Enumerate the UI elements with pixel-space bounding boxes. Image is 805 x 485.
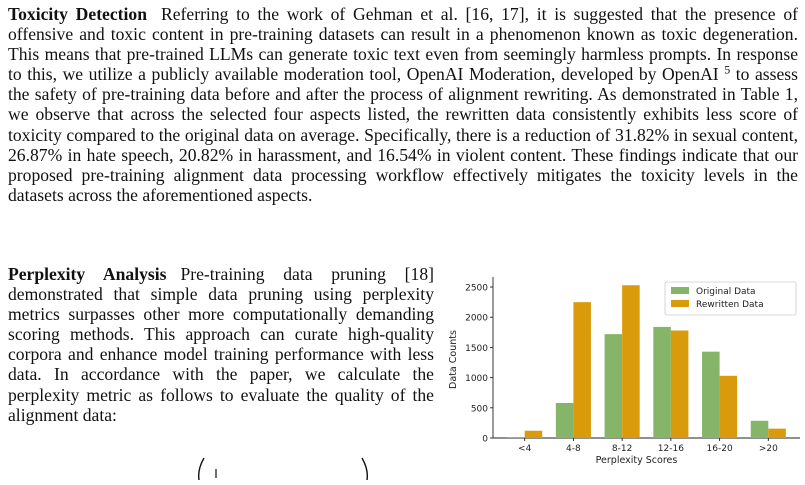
left-paren	[197, 457, 205, 485]
right-paren	[361, 457, 369, 485]
bar-rewritten	[524, 430, 543, 438]
perplexity-chart: 0 500 1000 1500 2000 2500 <4 4-8 8-12 12-16 16-20 >…	[440, 270, 802, 474]
x-tick-label: 4-8	[566, 444, 581, 454]
bar-rewritten	[622, 285, 640, 438]
bar-original	[507, 437, 525, 438]
footnote-marker[interactable]: 5	[724, 62, 731, 77]
x-tick-label: 16-20	[707, 444, 733, 454]
bar-original	[604, 334, 623, 438]
x-tick-label: <4	[518, 444, 532, 454]
bar-rewritten	[670, 330, 689, 438]
y-tick-label: 2000	[465, 314, 488, 324]
equation-fragment	[190, 450, 380, 485]
perplexity-text: Pre-training data pruning [18] demonstra…	[8, 264, 434, 425]
bar-rewritten	[573, 302, 591, 438]
x-axis-label: Perplexity Scores	[596, 455, 678, 466]
y-tick-label: 500	[471, 404, 488, 414]
x-tick-label: >20	[759, 444, 778, 454]
legend-label-original: Original Data	[696, 287, 756, 297]
y-tick-label: 2500	[465, 284, 488, 294]
toxicity-paragraph: Toxicity Detection Referring to the work …	[8, 4, 798, 205]
bar-original	[653, 326, 671, 438]
y-axis-label: Data Counts	[448, 330, 459, 389]
perplexity-bar-chart: 0 500 1000 1500 2000 2500 <4 4-8 8-12 12-16 16-20 >…	[448, 277, 800, 466]
bar-original	[555, 402, 574, 438]
y-tick-label: 1000	[465, 374, 488, 384]
legend-swatch-original	[671, 287, 689, 294]
bar-rewritten	[719, 375, 738, 438]
perplexity-heading: Perplexity Analysis	[8, 264, 167, 284]
toxicity-text-2: to assess the safety of pre-training dat…	[8, 64, 798, 205]
y-tick-label: 0	[482, 435, 488, 445]
bar-rewritten	[768, 428, 786, 438]
bar-original	[750, 420, 769, 438]
legend-label-rewritten: Rewritten Data	[696, 300, 764, 310]
legend-box	[664, 281, 797, 316]
equation-parens	[197, 457, 369, 485]
legend-swatch-rewritten	[671, 300, 689, 307]
toxicity-text-1: Referring to the work of Gehman et al. […	[8, 4, 798, 85]
perplexity-paragraph: Perplexity Analysis Pre-training data pru…	[8, 264, 434, 425]
toxicity-heading: Toxicity Detection	[8, 4, 147, 24]
x-tick-label: 12-16	[658, 444, 684, 454]
x-tick-label: 8-12	[612, 444, 632, 454]
y-tick-label: 1500	[465, 344, 488, 354]
bar-original	[702, 351, 720, 438]
